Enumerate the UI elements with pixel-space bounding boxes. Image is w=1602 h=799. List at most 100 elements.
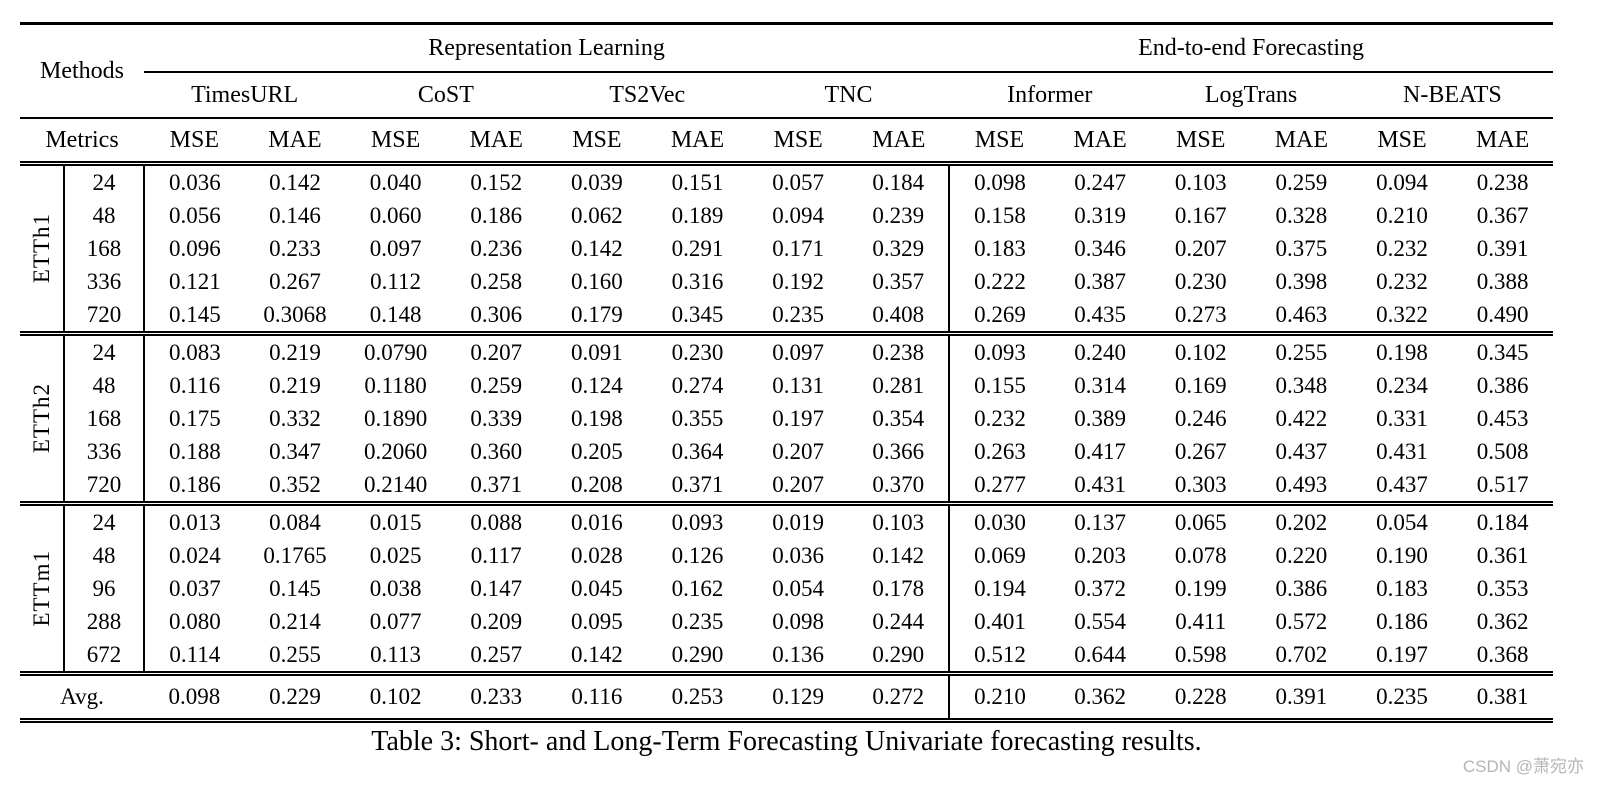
metric-value-cell: 0.273 <box>1150 298 1252 336</box>
metric-value-cell: 0.054 <box>1376 509 1428 535</box>
metric-header-mae: MAE <box>647 118 748 166</box>
metric-value-cell: 0.362 <box>1476 608 1529 634</box>
metric-value-cell: 0.208 <box>546 468 648 506</box>
metric-value-cell: 0.493 <box>1251 468 1352 506</box>
table-row: 48 0.024 0.1765 0.025 0.117 0.028 0.126 0.036 0.… <box>20 539 1553 572</box>
metric-value-cell: 0.069 <box>948 539 1050 572</box>
metric-value-cell: 0.246 <box>1174 405 1227 431</box>
watermark-text: CSDN @萧宛亦 <box>1462 757 1584 776</box>
metric-value-cell: 0.345 <box>647 298 748 336</box>
metric-value-cell: 0.291 <box>671 235 724 261</box>
metric-header-mae: MAE <box>244 118 346 166</box>
metric-value-cell: 0.038 <box>369 575 422 601</box>
metric-value-cell: 0.167 <box>1174 202 1227 228</box>
section-header-representation: Representation Learning <box>144 22 950 73</box>
header-row-sections: Methods Representation Learning End-to-end… <box>20 22 1553 119</box>
metric-header-mae: MAE <box>1452 118 1553 166</box>
metric-value-cell: 0.332 <box>269 405 321 431</box>
metric-value-cell: 0.145 <box>269 575 321 601</box>
dataset-label-etth2: ETTh2 <box>28 383 54 454</box>
average-value-cell: 0.381 <box>1452 673 1553 723</box>
horizon-cell: 672 <box>64 638 145 676</box>
table-row: ETTh1 24 0.036 0.142 0.040 0.152 0.039 0.151 0.0… <box>20 163 1553 336</box>
metric-value-cell: 0.207 <box>747 468 849 506</box>
table-row: 672 0.114 0.255 0.113 0.257 0.142 0.290 0.136 0.… <box>20 638 1553 676</box>
horizon-cell: 336 <box>64 265 145 298</box>
metric-header-mse: MSE <box>1150 118 1252 166</box>
metric-value-cell: 0.121 <box>168 268 221 294</box>
metric-value-cell: 0.062 <box>571 202 623 228</box>
table-row: 96 0.037 0.145 0.038 0.147 0.045 0.162 0.054 0.1… <box>20 572 1553 605</box>
table-row: 48 0.116 0.219 0.1180 0.259 0.124 0.274 0.131 0.… <box>20 369 1553 402</box>
metric-value-cell: 0.355 <box>671 405 724 431</box>
metric-value-cell: 0.0790 <box>363 339 428 365</box>
metric-value-cell: 0.3068 <box>244 298 346 336</box>
metric-header-mse: MSE <box>144 118 245 166</box>
method-header-cost: CoST <box>345 72 547 119</box>
metric-value-cell: 0.232 <box>948 402 1050 435</box>
metric-value-cell: 0.124 <box>571 372 623 398</box>
metric-value-cell: 0.205 <box>571 438 623 464</box>
metric-value-cell: 0.239 <box>872 202 925 228</box>
table-row: 336 0.121 0.267 0.112 0.258 0.160 0.316 0.192 0.… <box>20 265 1553 298</box>
metric-value-cell: 0.361 <box>1476 542 1529 568</box>
horizon-cell: 168 <box>64 232 145 265</box>
dataset-label-cell-etth1: ETTh1 <box>20 163 65 336</box>
metric-value-cell: 0.203 <box>1074 542 1126 568</box>
metric-header-mse: MSE <box>345 118 446 166</box>
metric-value-cell: 0.148 <box>345 298 446 336</box>
metric-value-cell: 0.155 <box>948 369 1050 402</box>
average-value-cell: 0.253 <box>647 673 748 723</box>
average-value-cell: 0.210 <box>948 673 1050 723</box>
metric-value-cell: 0.644 <box>1049 638 1151 676</box>
metric-value-cell: 0.352 <box>244 468 346 506</box>
table-row: 48 0.056 0.146 0.060 0.186 0.062 0.189 0.094 0.2… <box>20 199 1553 232</box>
metric-value-cell: 0.171 <box>772 235 825 261</box>
metric-value-cell: 0.146 <box>269 202 321 228</box>
metric-value-cell: 0.142 <box>546 638 648 676</box>
metric-value-cell: 0.015 <box>369 509 422 535</box>
metric-value-cell: 0.103 <box>872 509 925 535</box>
horizon-cell: 48 <box>64 199 145 232</box>
metric-value-cell: 0.259 <box>1275 169 1328 195</box>
metric-value-cell: 0.147 <box>470 575 523 601</box>
table-row: ETTh2 24 0.083 0.219 0.0790 0.207 0.091 0.230 0.… <box>20 333 1553 506</box>
metric-value-cell: 0.096 <box>168 235 221 261</box>
horizon-cell: 24 <box>64 333 145 369</box>
metric-header-mse: MSE <box>546 118 648 166</box>
metric-value-cell: 0.186 <box>1376 608 1428 634</box>
metric-value-cell: 0.184 <box>872 169 925 195</box>
metric-value-cell: 0.702 <box>1251 638 1352 676</box>
metric-value-cell: 0.490 <box>1452 298 1553 336</box>
metric-value-cell: 0.220 <box>1275 542 1328 568</box>
metric-value-cell: 0.088 <box>470 509 523 535</box>
method-header-logtrans: LogTrans <box>1150 72 1352 119</box>
metric-value-cell: 0.056 <box>168 202 221 228</box>
horizon-cell: 24 <box>64 163 145 199</box>
metric-value-cell: 0.235 <box>747 298 849 336</box>
metric-value-cell: 0.207 <box>470 339 523 365</box>
metric-value-cell: 0.210 <box>1376 202 1428 228</box>
metric-value-cell: 0.422 <box>1275 405 1328 431</box>
metric-value-cell: 0.357 <box>872 268 925 294</box>
header-row-metrics: Metrics MSE MAE MSE MAE MSE MAE MSE MAE MSE MAE MSE… <box>20 118 1553 166</box>
metric-value-cell: 0.078 <box>1174 542 1227 568</box>
metric-value-cell: 0.030 <box>948 503 1050 539</box>
metric-value-cell: 0.183 <box>1376 575 1428 601</box>
metric-value-cell: 0.370 <box>848 468 950 506</box>
metric-value-cell: 0.512 <box>948 638 1050 676</box>
metric-value-cell: 0.322 <box>1351 298 1453 336</box>
metric-value-cell: 0.158 <box>948 199 1050 232</box>
metric-value-cell: 0.183 <box>948 232 1050 265</box>
metric-value-cell: 0.222 <box>948 265 1050 298</box>
metric-value-cell: 0.175 <box>168 405 221 431</box>
metric-value-cell: 0.386 <box>1476 372 1529 398</box>
metric-value-cell: 0.142 <box>269 169 321 195</box>
metric-value-cell: 0.077 <box>369 608 422 634</box>
metric-header-mae: MAE <box>1251 118 1352 166</box>
metric-value-cell: 0.329 <box>872 235 925 261</box>
average-value-cell: 0.116 <box>546 673 648 723</box>
metric-value-cell: 0.197 <box>1351 638 1453 676</box>
horizon-cell: 96 <box>64 572 145 605</box>
